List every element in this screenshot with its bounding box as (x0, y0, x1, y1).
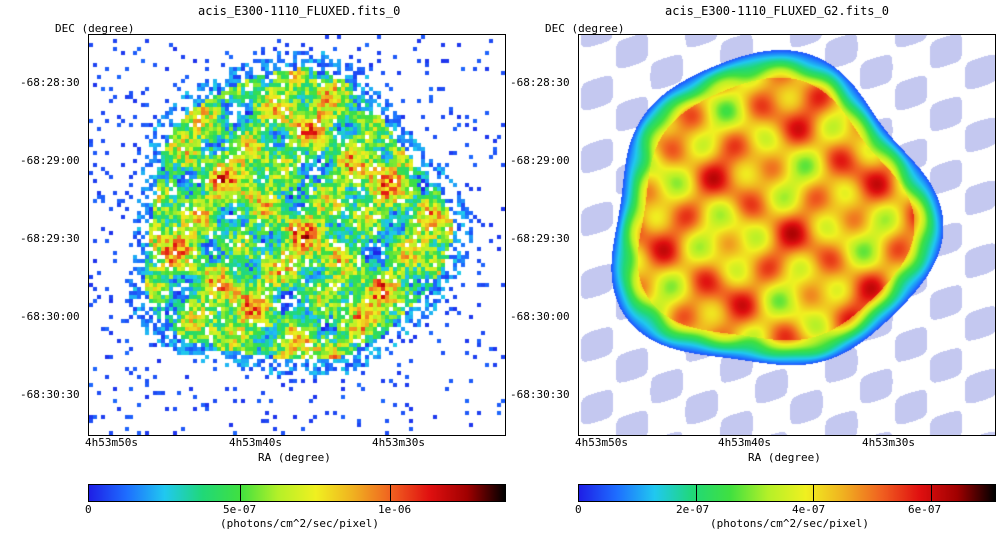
colorbar-tick-label: 2e-07 (676, 503, 710, 516)
panel-title-left: acis_E300-1110_FLUXED.fits_0 (198, 4, 401, 18)
y-tick-label: -68:29:00 (510, 154, 570, 167)
colorbar-label-right: (photons/cm^2/sec/pixel) (710, 517, 869, 530)
colorbar-tick-label: 0 (575, 503, 582, 516)
image-frame-left[interactable] (88, 34, 506, 436)
y-tick-label: -68:29:30 (510, 232, 570, 245)
flux-image-smoothed[interactable] (579, 35, 995, 435)
colorbar-left (88, 484, 506, 502)
colorbar-label-left: (photons/cm^2/sec/pixel) (220, 517, 379, 530)
x-tick-label: 4h53m40s (229, 436, 282, 449)
colorbar-tick-mark (240, 484, 241, 502)
y-tick-label: -68:28:30 (20, 76, 80, 89)
colorbar-tick-mark (390, 484, 391, 502)
x-axis-label-left: RA (degree) (258, 451, 331, 464)
y-tick-label: -68:30:30 (510, 388, 570, 401)
x-tick-label: 4h53m50s (85, 436, 138, 449)
y-tick-label: -68:30:30 (20, 388, 80, 401)
flux-image-raw[interactable] (89, 35, 505, 435)
x-tick-label: 4h53m40s (718, 436, 771, 449)
colorbar-tick-label: 6e-07 (908, 503, 942, 516)
colorbar-tick-mark (813, 484, 814, 502)
x-tick-label: 4h53m50s (575, 436, 628, 449)
y-tick-label: -68:30:00 (510, 310, 570, 323)
y-axis-label-left: DEC (degree) (55, 22, 135, 35)
colorbar-tick-mark (696, 484, 697, 502)
colorbar-tick-label: 0 (85, 503, 92, 516)
x-axis-label-right: RA (degree) (748, 451, 821, 464)
y-axis-label-right: DEC (degree) (545, 22, 625, 35)
panel-title-right: acis_E300-1110_FLUXED_G2.fits_0 (665, 4, 889, 18)
x-tick-label: 4h53m30s (862, 436, 915, 449)
colorbar-tick-label: 4e-07 (792, 503, 826, 516)
y-tick-label: -68:28:30 (510, 76, 570, 89)
image-frame-right[interactable] (578, 34, 996, 436)
colorbar-tick-mark (931, 484, 932, 502)
colorbar-tick-label: 5e-07 (223, 503, 257, 516)
colorbar-right (578, 484, 996, 502)
colorbar-tick-label: 1e-06 (378, 503, 412, 516)
y-tick-label: -68:30:00 (20, 310, 80, 323)
x-tick-label: 4h53m30s (372, 436, 425, 449)
y-tick-label: -68:29:00 (20, 154, 80, 167)
y-tick-label: -68:29:30 (20, 232, 80, 245)
